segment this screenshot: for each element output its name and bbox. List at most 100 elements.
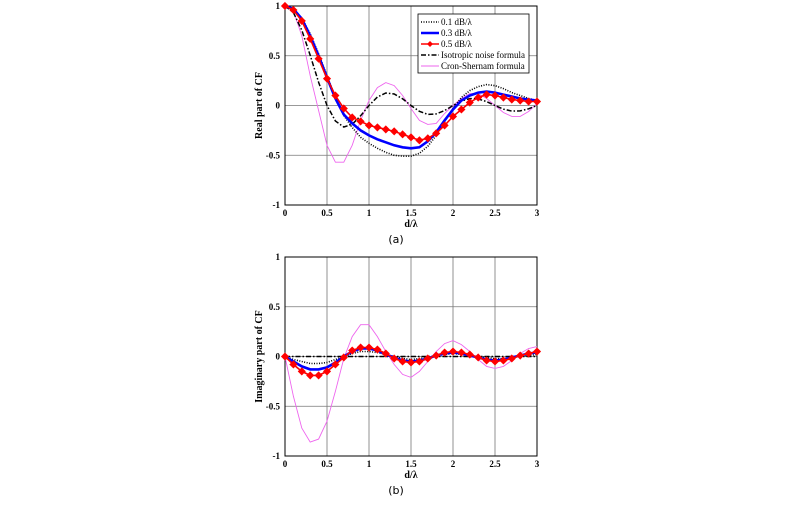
data-point-marker	[440, 348, 449, 357]
x-axis-label: d/λ	[404, 219, 417, 230]
y-tick-label: 0	[276, 352, 281, 362]
series-line	[284, 5, 538, 157]
data-point-marker	[289, 360, 298, 369]
data-point-marker	[297, 16, 306, 25]
x-tick-label: 2.5	[489, 459, 501, 469]
data-point-marker	[314, 371, 323, 380]
data-point-marker	[457, 105, 466, 114]
x-tick-label: 3	[535, 208, 540, 218]
x-tick-label: 1.5	[405, 459, 417, 469]
data-point-marker	[448, 347, 458, 356]
data-point-marker	[507, 95, 516, 104]
data-point-marker	[390, 127, 399, 136]
data-point-marker	[356, 117, 365, 126]
legend-marker	[427, 41, 433, 47]
data-point-marker	[331, 91, 340, 100]
data-point-marker	[322, 367, 332, 376]
series-line	[284, 350, 538, 365]
data-point-marker	[532, 97, 542, 106]
data-point-marker	[440, 121, 449, 130]
series-line	[284, 324, 538, 443]
legend-entry: 0.1 dB/λ	[441, 17, 473, 27]
data-point-marker	[390, 354, 399, 363]
data-point-marker	[322, 74, 332, 83]
y-tick-label: -0.5	[266, 401, 281, 411]
chart-b: 0 0.5 1 1.5 2 2.5 3 -1 -0.5 0 0.5 1 d/λ Imaginary par…	[254, 252, 542, 497]
subfigure-caption: (a)	[388, 233, 403, 246]
chart-a: 0 0.5 1 1.5 2 2.5 3 -1 -0.5 0 0.5 1 d/λ Real part of …	[254, 1, 542, 246]
x-axis-label: d/λ	[404, 470, 417, 481]
data-point-marker	[490, 91, 500, 100]
y-tick-label: 1	[276, 1, 281, 11]
legend-entry: 0.3 dB/λ	[441, 28, 473, 38]
data-point-marker	[432, 351, 441, 360]
y-tick-label: -1	[273, 200, 281, 210]
x-tick-label: 3	[535, 459, 540, 469]
x-tick-label: 1	[367, 208, 372, 218]
legend-entry: Isotropic noise formula	[441, 50, 525, 60]
data-point-marker	[280, 1, 290, 11]
data-point-marker	[423, 134, 432, 143]
data-point-marker	[289, 5, 298, 15]
data-point-marker	[474, 353, 483, 362]
data-point-marker	[465, 350, 474, 359]
x-tick-label: 0.5	[321, 208, 333, 218]
data-point-marker	[490, 357, 500, 366]
data-point-marker	[306, 371, 315, 380]
data-point-marker	[465, 98, 474, 107]
data-point-marker	[331, 360, 340, 369]
data-point-marker	[280, 352, 290, 361]
data-point-marker	[406, 358, 416, 367]
data-point-marker	[432, 129, 441, 138]
subfigure-caption: (b)	[388, 484, 404, 497]
data-point-marker	[373, 345, 382, 354]
data-point-marker	[415, 136, 424, 145]
x-tick-label: 2	[451, 208, 456, 218]
x-tick-label: 1	[367, 459, 372, 469]
y-tick-label: 1	[276, 252, 281, 262]
legend-entry: 0.5 dB/λ	[441, 39, 473, 49]
data-point-marker	[339, 353, 348, 362]
data-point-marker	[482, 356, 491, 365]
data-point-marker	[339, 104, 348, 113]
x-tick-label: 0.5	[321, 459, 333, 469]
data-point-marker	[398, 130, 407, 139]
y-tick-label: 0.5	[269, 51, 281, 61]
data-point-marker	[524, 97, 533, 106]
y-tick-label: -0.5	[266, 150, 281, 160]
data-point-marker	[524, 349, 533, 358]
data-point-marker	[516, 351, 525, 360]
x-tick-label: 0	[283, 208, 288, 218]
data-point-marker	[364, 121, 374, 130]
series-line	[284, 5, 538, 128]
data-point-marker	[507, 354, 516, 363]
data-point-marker	[406, 133, 416, 142]
x-tick-label: 2.5	[489, 208, 501, 218]
data-point-marker	[306, 34, 315, 43]
data-point-marker	[364, 343, 374, 352]
data-point-marker	[348, 113, 357, 122]
data-point-marker	[381, 125, 390, 134]
x-tick-label: 0	[283, 459, 288, 469]
data-point-marker	[499, 356, 508, 365]
data-point-marker	[348, 346, 357, 355]
data-point-marker	[314, 54, 323, 63]
data-point-marker	[415, 357, 424, 366]
legend-entry: Cron-Shernam formula	[441, 61, 525, 71]
x-tick-label: 1.5	[405, 208, 417, 218]
data-point-marker	[423, 354, 432, 363]
data-point-marker	[457, 348, 466, 357]
y-axis-label: Imaginary part of CF	[254, 310, 265, 403]
data-point-marker	[398, 357, 407, 366]
y-tick-label: -1	[273, 451, 281, 461]
data-point-marker	[356, 343, 365, 352]
y-tick-label: 0.5	[269, 302, 281, 312]
data-point-marker	[474, 93, 483, 102]
data-point-marker	[499, 93, 508, 102]
data-point-marker	[482, 90, 491, 99]
data-point-marker	[448, 112, 458, 121]
x-tick-label: 2	[451, 459, 456, 469]
data-point-marker	[516, 96, 525, 105]
